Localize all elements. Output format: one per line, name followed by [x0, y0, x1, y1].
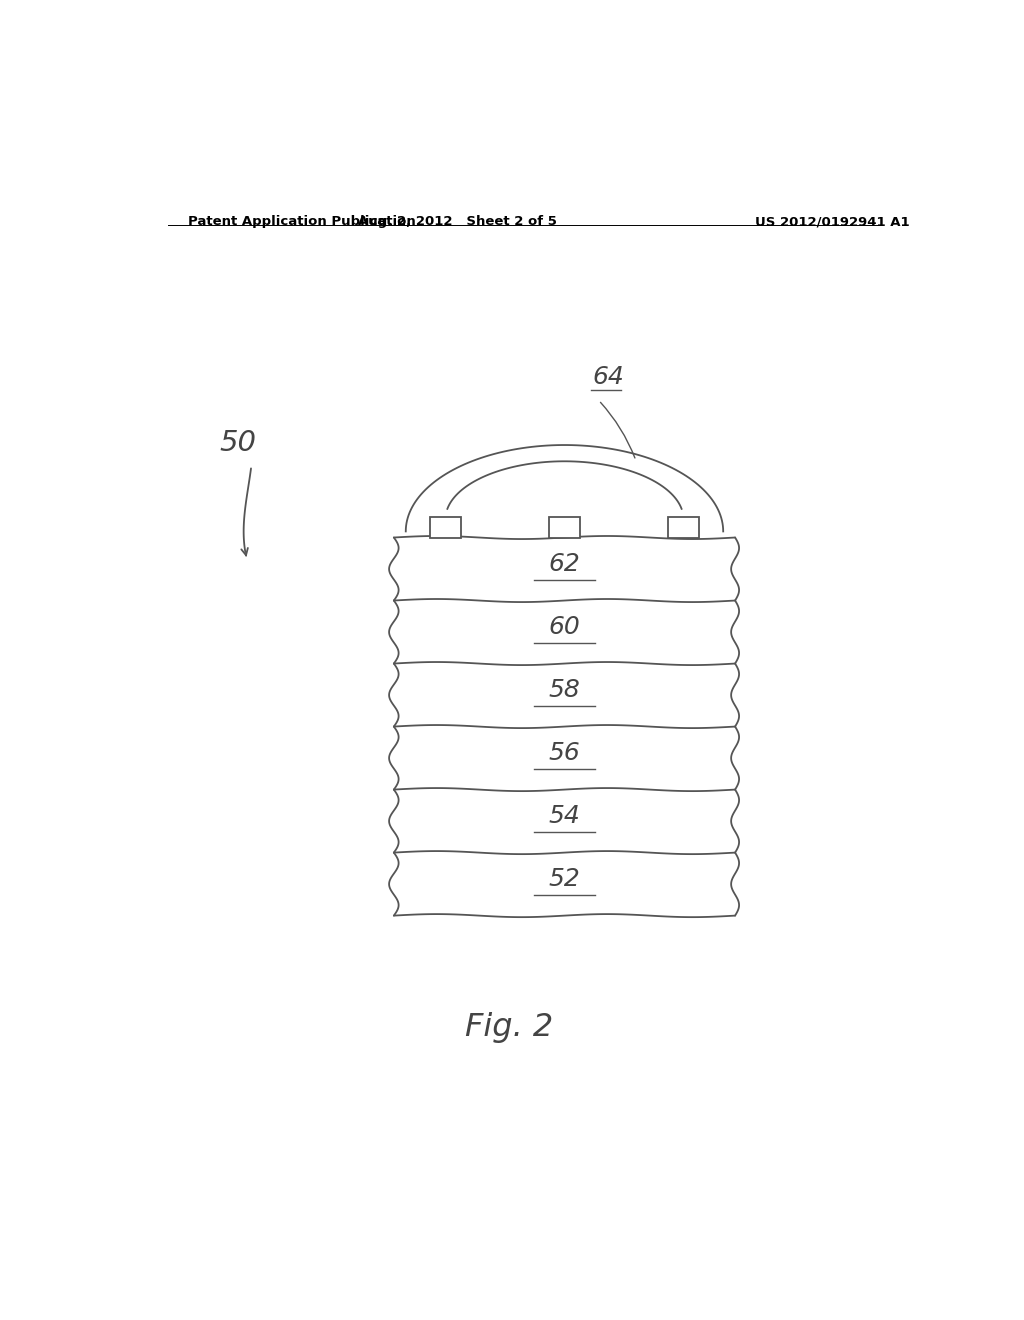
- Bar: [430, 517, 461, 537]
- Text: Patent Application Publication: Patent Application Publication: [187, 215, 416, 228]
- Text: 54: 54: [549, 804, 581, 828]
- Text: Fig. 2: Fig. 2: [465, 1012, 553, 1043]
- Text: 62: 62: [549, 552, 581, 576]
- Text: US 2012/0192941 A1: US 2012/0192941 A1: [755, 215, 909, 228]
- Text: 52: 52: [549, 867, 581, 891]
- Text: 56: 56: [549, 741, 581, 766]
- Text: Aug. 2, 2012   Sheet 2 of 5: Aug. 2, 2012 Sheet 2 of 5: [358, 215, 557, 228]
- Text: 58: 58: [549, 678, 581, 702]
- Text: 50: 50: [219, 429, 256, 457]
- Bar: [550, 517, 580, 537]
- Text: 64: 64: [592, 366, 624, 389]
- Bar: [669, 517, 698, 537]
- Text: 60: 60: [549, 615, 581, 639]
